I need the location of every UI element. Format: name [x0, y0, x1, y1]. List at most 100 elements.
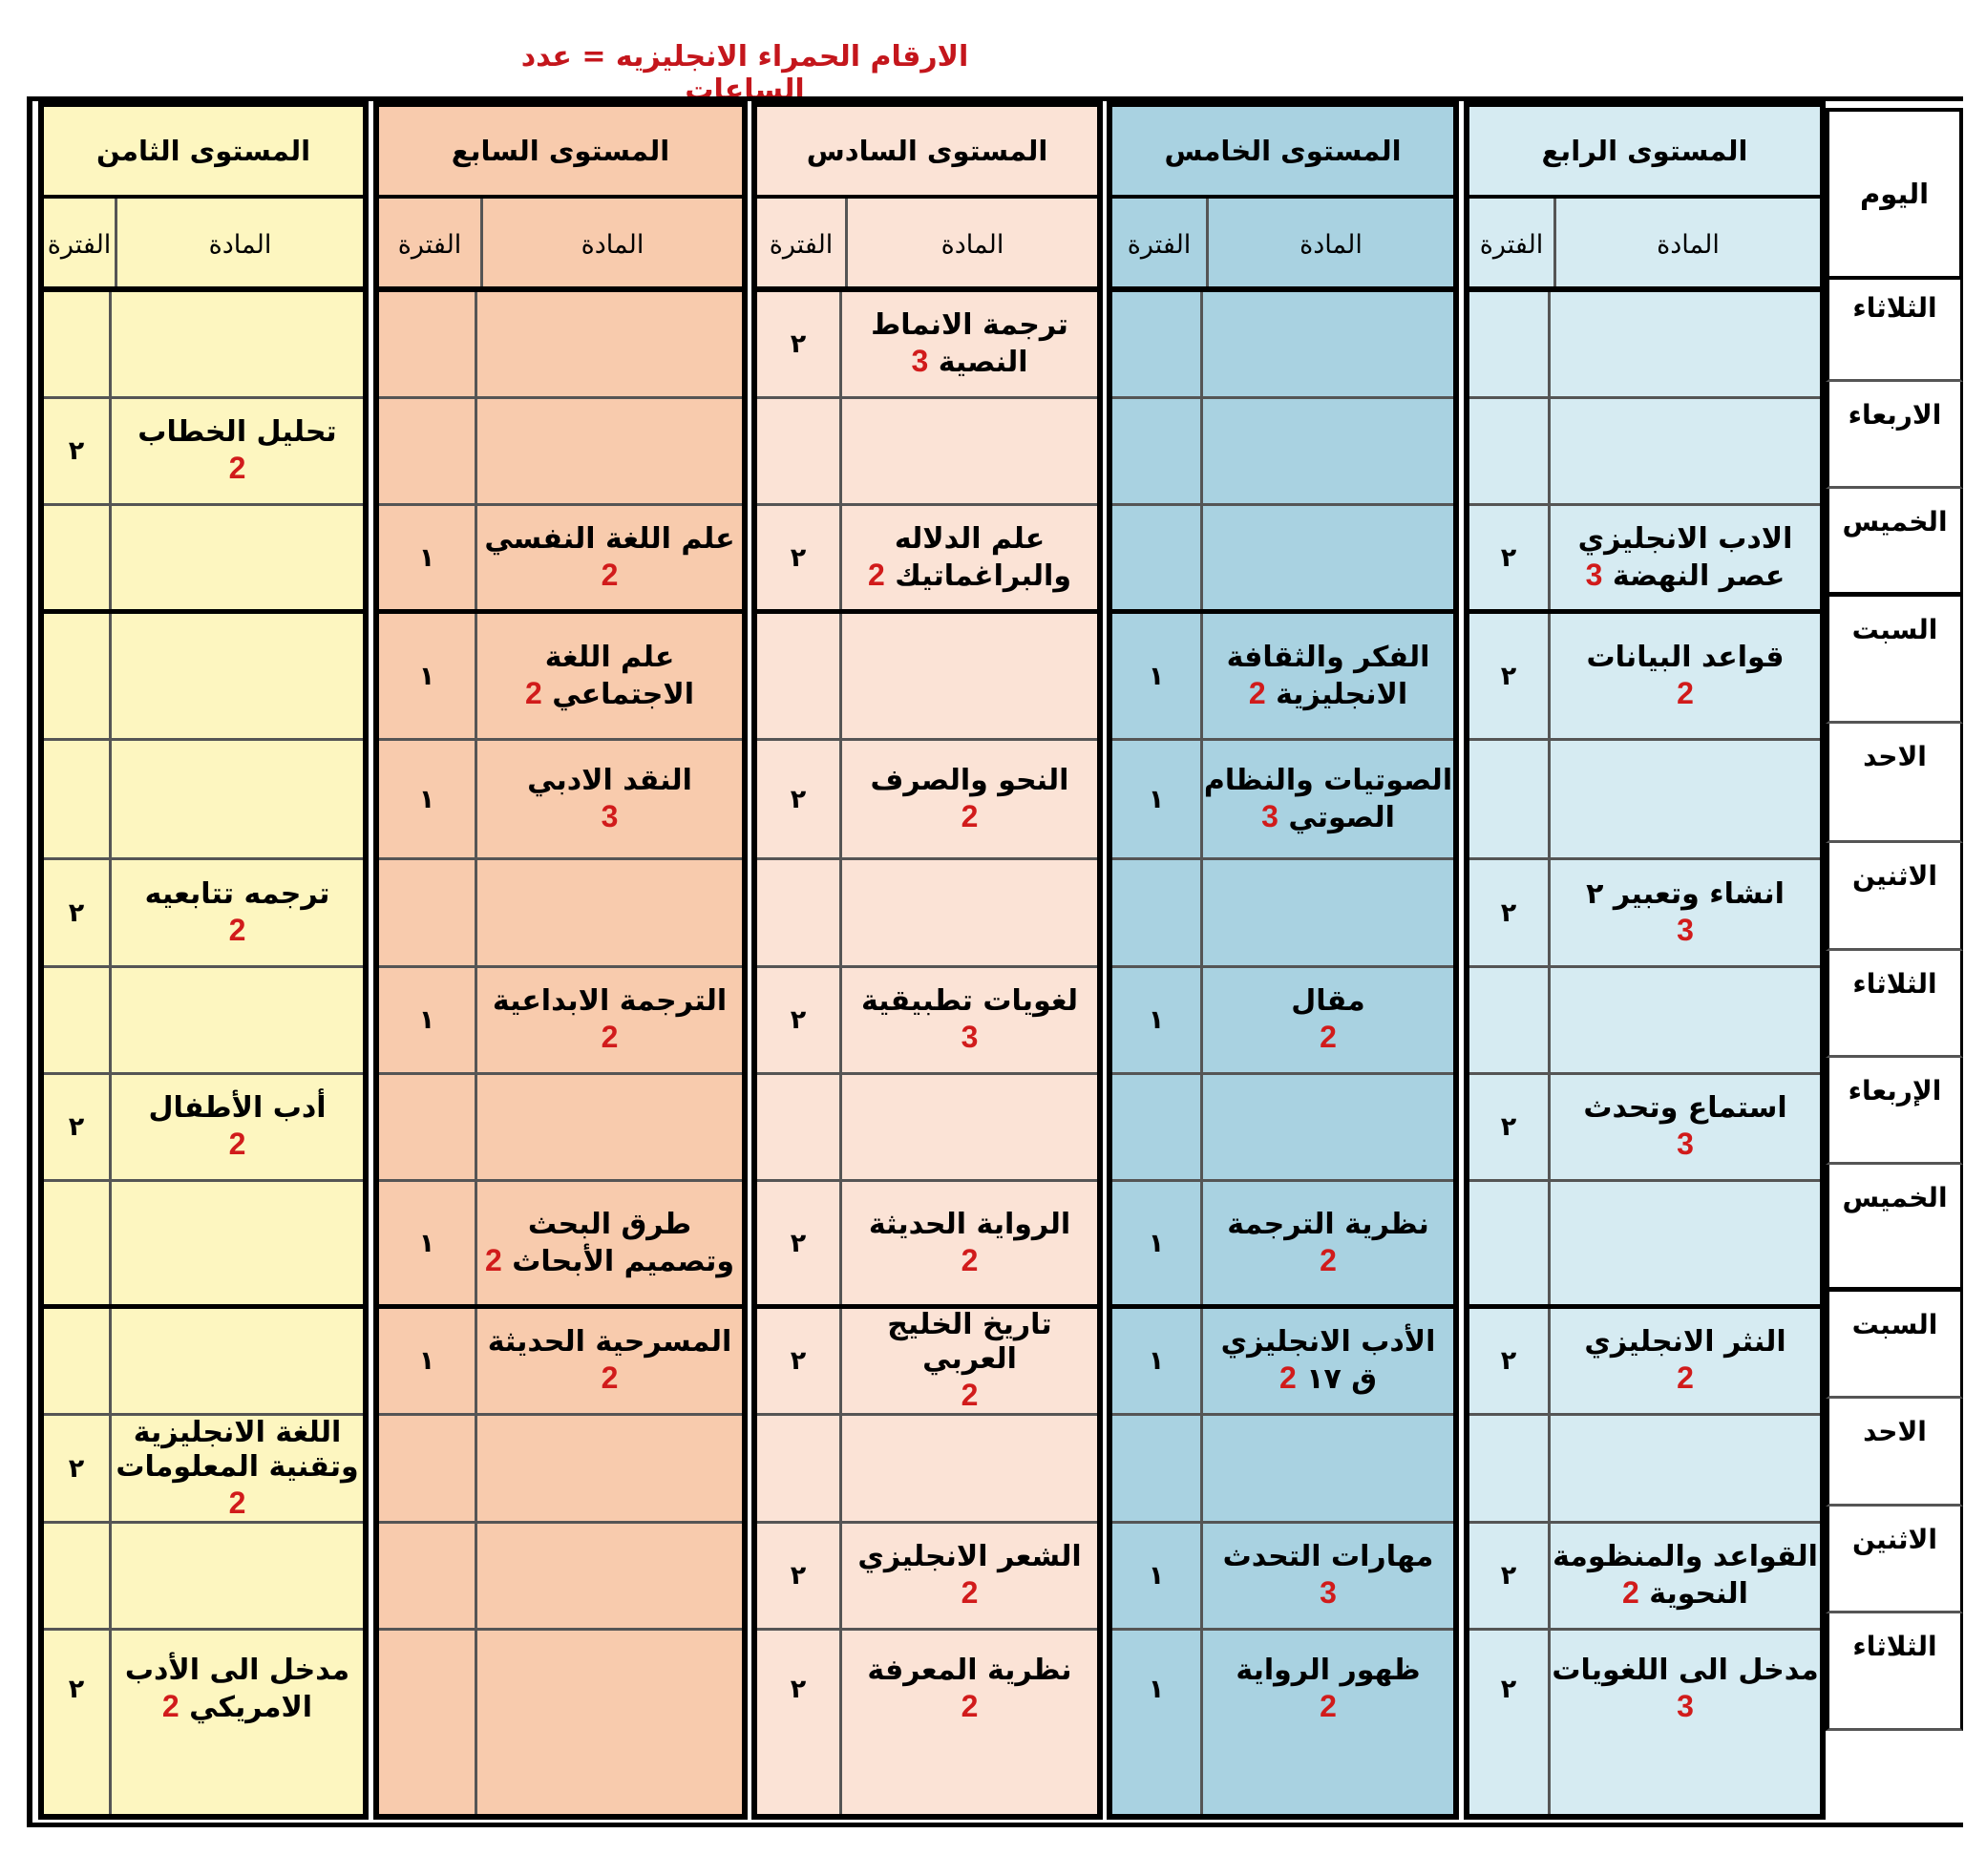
schedule-row: ٢ النحو والصرف 2: [757, 741, 1097, 860]
schedule-row: [1469, 292, 1820, 399]
subject-cell: ظهور الرواية 2: [1203, 1631, 1453, 1748]
period-cell: [1469, 741, 1548, 857]
schedule-row: ٢ ترجمة الانماط النصية 3: [757, 292, 1097, 399]
level-body: ٢ ترجمة الانماط النصية 3 ٢ علم الدلاله والبرا…: [751, 286, 1103, 1820]
period-header: الفترة: [1127, 229, 1192, 260]
subject-cell: [112, 1309, 363, 1413]
subject-cell: [1203, 506, 1453, 609]
level-body: ٢ تحليل الخطاب 2 ٢ ترجمه تتابعيه 2 ٢ أدب الأطفا…: [38, 286, 369, 1820]
subject-cell: الفكر والثقافة الانجليزية 2: [1203, 614, 1453, 738]
period-cell: [1469, 292, 1548, 396]
subject-cell: استماع وتحدث 3: [1551, 1075, 1820, 1179]
day-cell: السبت: [1826, 1292, 1963, 1399]
schedule-row: ٢ الشعر الانجليزي 2: [757, 1524, 1097, 1631]
hours-value: 2: [961, 1378, 979, 1412]
column-divider: [1553, 199, 1556, 290]
schedule-row: [379, 1524, 742, 1631]
subject-line-2-text: الانجليزية: [1276, 677, 1408, 711]
hours-value: 3: [1261, 798, 1278, 833]
subject-header: المادة: [1657, 229, 1720, 260]
schedule-row: ٢ استماع وتحدث 3: [1469, 1075, 1820, 1182]
subject-line-2: 2: [961, 798, 979, 835]
level-header: المستوى الثامن الفترة المادة: [38, 101, 369, 292]
subject-line-2: 3: [1677, 1126, 1694, 1163]
subject-line-2: 2: [229, 1126, 246, 1163]
subject-line-2: الامريكي 2: [162, 1688, 312, 1725]
period-cell: [44, 968, 109, 1072]
day-cell: الإربعاء: [1826, 1058, 1963, 1165]
hours-value: 3: [1677, 1127, 1694, 1161]
schedule-row: ١ طرق البحث وتصميم الأبحاث 2: [379, 1182, 742, 1309]
schedule-row: ٢ تاريخ الخليج العربي 2: [757, 1308, 1097, 1416]
hours-value: 2: [228, 1485, 246, 1520]
level-body-rule: [379, 286, 742, 292]
period-cell: [379, 1524, 475, 1628]
hours-value: 2: [485, 1242, 502, 1277]
hours-value: 2: [525, 675, 542, 710]
subject-line-2-text: الامريكي: [189, 1691, 313, 1724]
subject-line-2: الصوتي 3: [1261, 798, 1395, 835]
table-frame-left-edge: [27, 96, 32, 1827]
subject-line: لغويات تطبيقية: [860, 984, 1079, 1018]
schedule-row: [1112, 1075, 1453, 1182]
subject-line: استماع وتحدث: [1583, 1091, 1787, 1125]
period-cell: ٢: [68, 436, 85, 466]
subject-line-2: 3: [1677, 912, 1694, 949]
subject-line-2: 2: [602, 557, 619, 594]
subject-line-2: 2: [961, 1377, 979, 1414]
period-cell: ٢: [1500, 661, 1517, 691]
day-cell: الثلاثاء: [1826, 951, 1963, 1058]
subject-line-2-text: النصية: [938, 346, 1028, 379]
schedule-row: ٢ علم الدلاله والبراغماتيك 2: [757, 506, 1097, 614]
hours-value: 2: [1320, 1242, 1337, 1277]
hours-value: 3: [961, 1020, 979, 1054]
subject-line-2: 2: [229, 450, 246, 487]
subject-cell: الشعر الانجليزي 2: [842, 1524, 1097, 1628]
period-cell: [379, 860, 475, 965]
level-title: المستوى الثامن: [95, 135, 311, 167]
subject-cell: الادب الانجليزي عصر النهضة 3: [1551, 506, 1820, 609]
period-cell: ١: [1148, 661, 1165, 691]
subject-line-2: عصر النهضة 3: [1586, 557, 1785, 594]
level-subheader: الفترة المادة: [757, 195, 1097, 290]
schedule-row: [757, 1416, 1097, 1524]
subject-line: المسرحية الحديثة: [487, 1325, 732, 1359]
period-cell: [757, 860, 839, 965]
column-divider: [839, 292, 842, 1814]
hours-value: 2: [961, 1575, 979, 1610]
period-cell: ٢: [1500, 1346, 1517, 1376]
subject-cell: [1551, 968, 1820, 1072]
subject-line: مهارات التحدث: [1222, 1540, 1434, 1573]
hours-value: 2: [161, 1689, 180, 1723]
subject-line: علم الدلاله: [894, 521, 1046, 556]
column-divider: [475, 292, 477, 1814]
subject-cell: ترجمة الانماط النصية 3: [842, 292, 1097, 396]
subject-cell: [1551, 399, 1820, 503]
subject-cell: [112, 1182, 363, 1304]
period-header: الفترة: [1479, 229, 1544, 260]
schedule-row: ١ المسرحية الحديثة 2: [379, 1309, 742, 1416]
subject-line-2: الانجليزية 2: [1249, 675, 1407, 712]
hours-value: 2: [228, 912, 246, 947]
subject-line-2: ق ١٧ 2: [1279, 1360, 1377, 1397]
subject-cell: تاريخ الخليج العربي 2: [842, 1308, 1097, 1414]
column-divider: [1548, 292, 1551, 1814]
day-column: اليوم الثلاثاء الاربعاء الخميس السبت الاحد الا…: [1826, 108, 1963, 1817]
period-cell: [44, 1524, 109, 1628]
period-cell: ٢: [68, 1453, 85, 1484]
hours-value: 2: [1278, 1360, 1297, 1395]
hours-value: 2: [868, 557, 885, 592]
subject-cell: النقد الادبي 3: [477, 741, 742, 857]
level-block: المستوى السادس الفترة المادة ٢ ترجمة الانماط…: [751, 101, 1103, 1820]
subject-line: الادب الانجليزي: [1577, 521, 1793, 556]
hours-value: 3: [601, 798, 619, 833]
subject-line: علم اللغة النفسي: [484, 521, 735, 556]
subject-line-2-text: والبراغماتيك: [895, 559, 1071, 593]
schedule-row: [757, 614, 1097, 741]
period-cell: ١: [418, 1005, 435, 1035]
day-cell: الاحد: [1826, 724, 1963, 843]
column-divider: [1206, 199, 1209, 290]
hours-value: 3: [1677, 1689, 1694, 1723]
hours-value: 2: [228, 1127, 246, 1161]
period-header: الفترة: [769, 229, 834, 260]
